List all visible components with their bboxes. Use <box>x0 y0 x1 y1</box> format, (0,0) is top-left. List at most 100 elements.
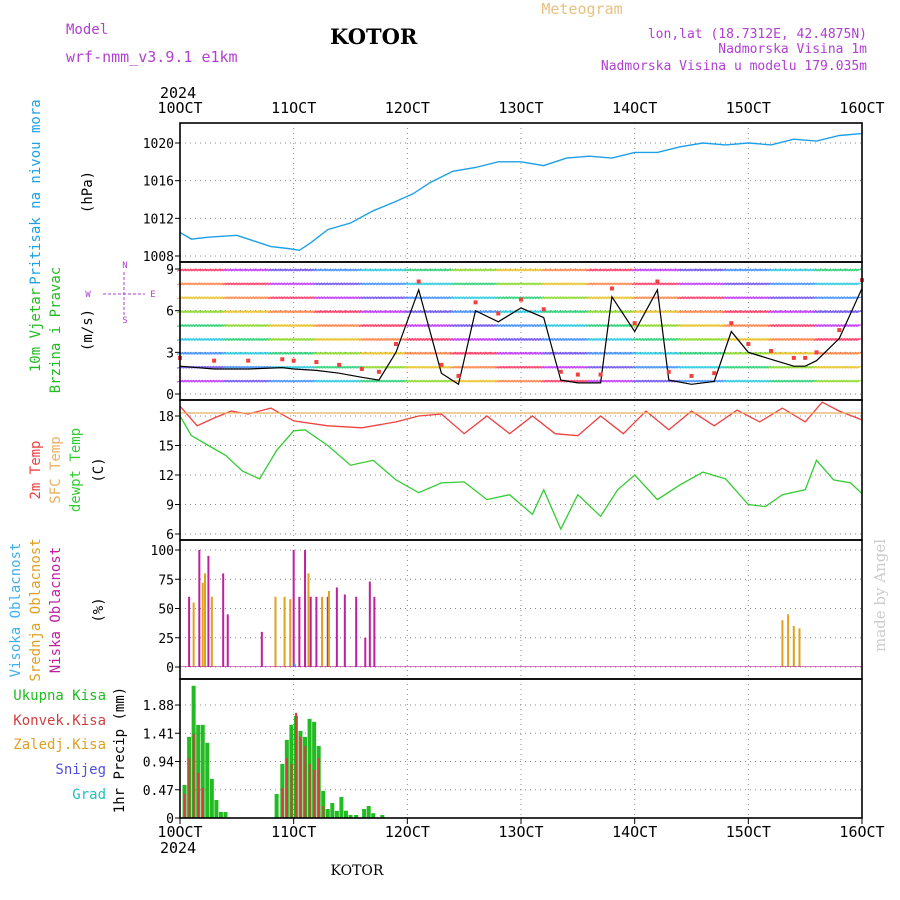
cloud-bar <box>307 573 310 667</box>
wind-barb <box>557 365 564 369</box>
wind-barb <box>830 282 837 286</box>
wind-barb <box>202 351 209 355</box>
wind-barb <box>384 379 391 383</box>
wind-barb <box>784 324 792 328</box>
wind-barb <box>540 268 547 272</box>
temperature-ytick-label: 9 <box>166 499 174 514</box>
wind-barb <box>452 282 459 286</box>
wind-barb <box>713 379 721 383</box>
wind-barb <box>233 310 241 314</box>
wind-barb <box>506 324 513 328</box>
wind-barb <box>460 282 468 286</box>
wind-barb <box>694 310 701 314</box>
wind-barb <box>432 296 439 300</box>
wind-barb <box>307 365 314 369</box>
wind-barb <box>250 379 258 383</box>
wind-barb <box>205 379 212 383</box>
wind-barb <box>361 296 368 300</box>
wind-speed-line <box>179 287 863 386</box>
wind-barb <box>375 268 383 272</box>
wind-barb <box>398 337 405 341</box>
wind-barb <box>600 337 607 341</box>
wind-barb <box>810 268 817 272</box>
wind-barb <box>577 268 584 272</box>
clouds-ytick-label: 50 <box>158 603 174 618</box>
wind-barb <box>225 351 232 355</box>
wind-barb <box>316 324 323 328</box>
wind-barb <box>256 296 263 300</box>
wind-ylabel: 10m Vjetar <box>28 288 44 372</box>
wind-barb <box>779 324 786 328</box>
wind-barb <box>489 365 496 369</box>
wind-barb <box>478 282 485 286</box>
wind-barb <box>333 268 340 272</box>
temperature-ytick-label: 18 <box>158 410 174 425</box>
wind-barb <box>514 365 522 369</box>
wind-barb <box>296 379 303 383</box>
wind-barb <box>685 379 692 383</box>
wind-barb <box>222 379 229 383</box>
wind-barb <box>796 337 803 341</box>
wind-barb <box>711 282 718 286</box>
wind-barb <box>503 365 510 369</box>
wind-barb <box>480 310 488 314</box>
wind-barb <box>645 379 653 383</box>
wind-barb <box>208 268 215 272</box>
wind-barb <box>318 296 326 300</box>
wind-barb <box>344 268 351 272</box>
wind-barb <box>347 365 354 369</box>
wind-barb <box>497 337 505 341</box>
wind-barb <box>645 310 653 314</box>
wind-barb <box>270 324 277 328</box>
wind-barb <box>500 337 508 341</box>
wind-barb <box>631 268 638 272</box>
wind-barb <box>418 282 425 286</box>
wind-barb <box>179 310 187 314</box>
wind-barb <box>554 351 562 355</box>
precip-bar <box>339 796 344 818</box>
wind-barb <box>304 310 312 314</box>
wind-barb <box>676 351 684 355</box>
wind-barb <box>696 379 704 383</box>
wind-barb <box>753 337 761 341</box>
wind-barb <box>827 268 834 272</box>
wind-barb <box>526 268 533 272</box>
wind-barb <box>449 282 456 286</box>
wind-barb <box>739 351 746 355</box>
wind-barb <box>662 282 670 286</box>
wind-barb <box>736 365 743 369</box>
wind-barb <box>316 268 323 272</box>
wind-barb <box>708 324 715 328</box>
wind-barb <box>844 379 851 383</box>
wind-barb <box>321 379 329 383</box>
wind-barb <box>583 310 590 314</box>
wind-barb <box>424 268 431 272</box>
wind-barb <box>748 310 755 314</box>
wind-barb <box>642 296 650 300</box>
wind-barb <box>247 365 255 369</box>
wind-barb <box>472 365 479 369</box>
wind-barb <box>304 324 312 328</box>
wind-barb <box>475 337 482 341</box>
precip-bar <box>205 742 210 818</box>
wind-barb <box>330 337 337 341</box>
wind-barb <box>767 337 775 341</box>
wind-barb <box>603 365 610 369</box>
wind-barb <box>674 268 681 272</box>
wind-barb <box>514 324 522 328</box>
wind-barb <box>560 365 567 369</box>
wind-barb <box>347 379 354 383</box>
wind-barb <box>642 379 650 383</box>
wind-barb <box>702 282 709 286</box>
wind-barb <box>622 324 630 328</box>
wind-barb <box>438 282 445 286</box>
wind-gust-mark <box>393 342 398 346</box>
wind-barb <box>543 337 550 341</box>
wind-barb <box>250 296 258 300</box>
wind-barb <box>341 282 348 286</box>
wind-barb <box>398 379 405 383</box>
wind-barb <box>605 296 613 300</box>
cloud-bar <box>343 594 346 667</box>
wind-barb <box>773 296 780 300</box>
wind-barb <box>458 365 465 369</box>
